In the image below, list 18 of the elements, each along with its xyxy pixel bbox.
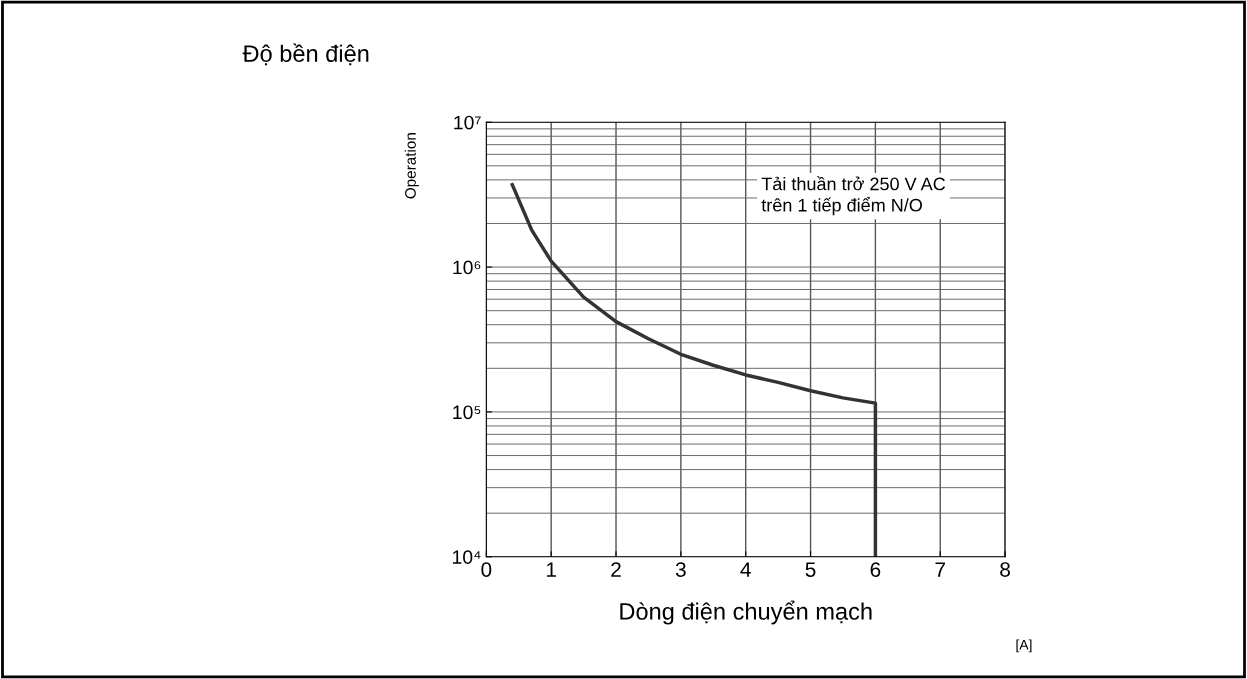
x-axis-title: Dòng điện chuyển mạch: [620, 600, 872, 625]
x-tick-label: 8: [1000, 562, 1010, 577]
y-tick-label: 10⁷: [454, 115, 481, 130]
x-tick-label: 0: [481, 562, 492, 577]
x-tick-label: 3: [675, 562, 686, 577]
x-tick-label: 6: [870, 562, 881, 577]
x-tick-label: 1: [546, 562, 556, 577]
annotation: Tải thuần trở 250 V AC trên 1 tiếp điểm N/O: [761, 176, 946, 216]
chart-title: Độ bền điện: [242, 43, 369, 66]
y-axis-title: Operation: [404, 133, 419, 199]
x-tick-label: 4: [740, 562, 751, 577]
x-tick-label: 5: [805, 562, 816, 577]
y-tick-label: 10⁴: [452, 550, 481, 565]
y-tick-label: 10⁵: [453, 405, 481, 420]
x-tick-label: 7: [935, 562, 945, 577]
text: [A]: [1016, 639, 1032, 653]
y-tick-label: 10⁶: [453, 260, 481, 275]
x-tick-label: 2: [611, 562, 621, 577]
